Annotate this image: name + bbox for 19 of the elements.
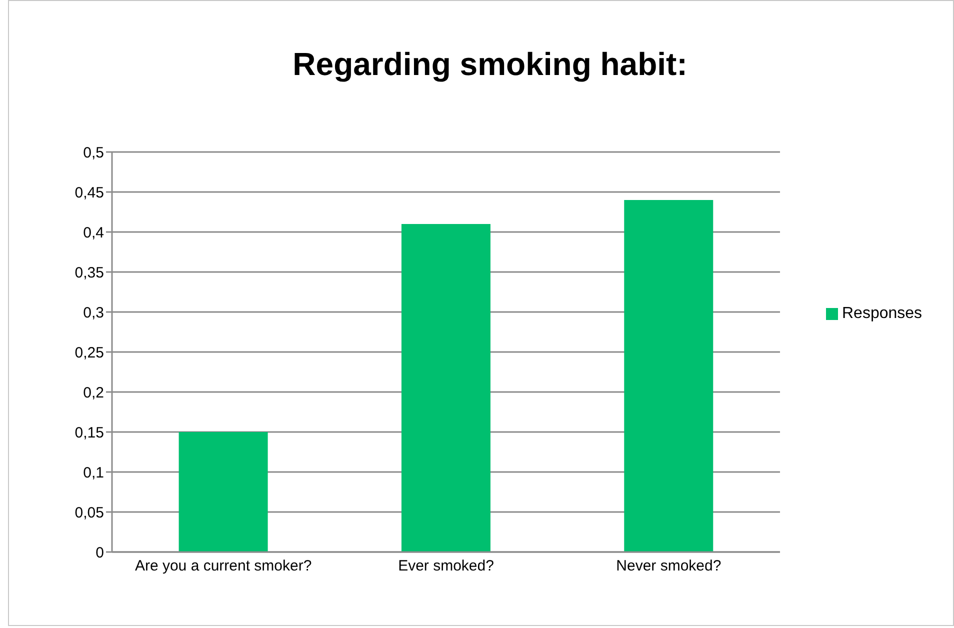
y-tick-label: 0,05 (74, 504, 104, 522)
bar (624, 200, 714, 552)
legend-label: Responses (842, 305, 922, 322)
bar (178, 432, 268, 552)
y-tick-label: 0,4 (83, 224, 104, 242)
y-tick-label: 0,35 (74, 264, 104, 282)
chart-title: Regarding smoking habit: (292, 46, 688, 83)
y-tick-label: 0,3 (83, 304, 104, 322)
x-tick-label: Ever smoked? (398, 558, 494, 575)
y-tick-label: 0,5 (83, 144, 104, 162)
y-tick-label: 0,25 (74, 344, 104, 362)
y-tick-label: 0,15 (74, 424, 104, 442)
x-tick-label: Never smoked? (616, 558, 722, 575)
y-tick-label: 0 (96, 544, 104, 562)
y-tick-label: 0,1 (83, 464, 104, 482)
bar (401, 224, 490, 552)
y-tick-label: 0,2 (83, 384, 104, 402)
x-tick-label: Are you a current smoker? (134, 558, 312, 575)
y-tick-label: 0,45 (74, 184, 104, 202)
